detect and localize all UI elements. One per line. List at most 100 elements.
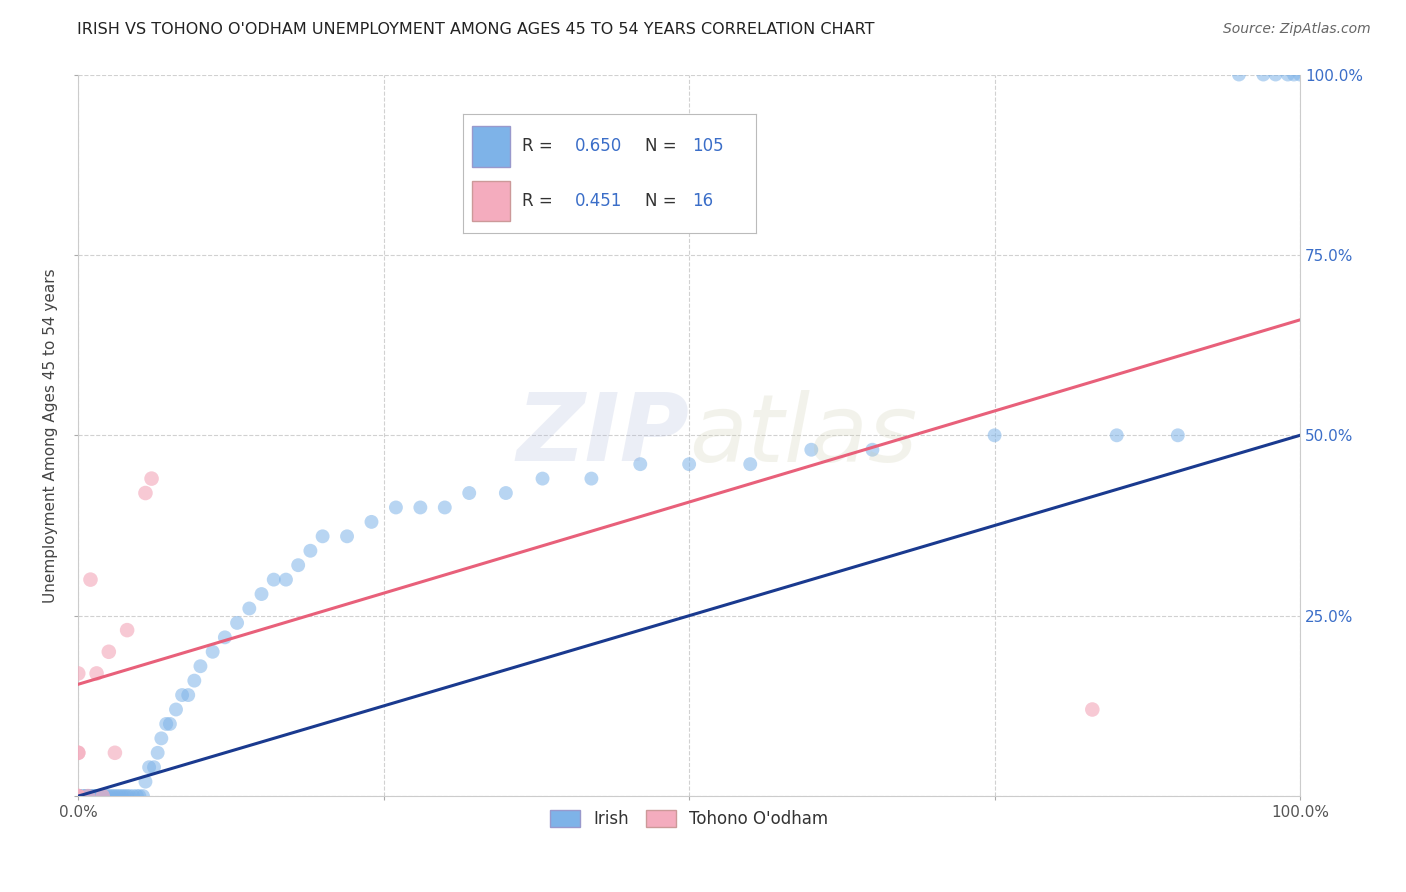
Point — [1081, 702, 1104, 716]
Point — [79, 789, 101, 803]
Point — [79, 573, 101, 587]
Point — [531, 472, 554, 486]
Point — [1105, 428, 1128, 442]
Point — [97, 645, 120, 659]
Point — [67, 789, 90, 803]
Point — [87, 789, 110, 803]
Point — [138, 760, 160, 774]
Legend: Irish, Tohono O'odham: Irish, Tohono O'odham — [544, 803, 835, 835]
Point — [360, 515, 382, 529]
Point — [77, 789, 100, 803]
Point — [125, 789, 148, 803]
Point — [86, 666, 108, 681]
Point — [134, 486, 156, 500]
Point — [143, 760, 166, 774]
Point — [75, 789, 97, 803]
Point — [67, 789, 90, 803]
Point — [1289, 68, 1312, 82]
Point — [115, 789, 138, 803]
Point — [67, 789, 90, 803]
Point — [311, 529, 333, 543]
Point — [67, 789, 90, 803]
Text: IRISH VS TOHONO O'ODHAM UNEMPLOYMENT AMONG AGES 45 TO 54 YEARS CORRELATION CHART: IRISH VS TOHONO O'ODHAM UNEMPLOYMENT AMO… — [77, 22, 875, 37]
Point — [1167, 428, 1189, 442]
Point — [67, 789, 90, 803]
Point — [91, 789, 114, 803]
Point — [250, 587, 273, 601]
Point — [141, 472, 163, 486]
Point — [67, 789, 90, 803]
Point — [150, 731, 173, 746]
Point — [114, 789, 136, 803]
Point — [67, 789, 90, 803]
Point — [155, 717, 177, 731]
Point — [860, 442, 883, 457]
Point — [98, 789, 121, 803]
Point — [67, 789, 90, 803]
Point — [67, 789, 90, 803]
Point — [740, 457, 762, 471]
Point — [76, 789, 98, 803]
Point — [433, 500, 456, 515]
Point — [581, 472, 603, 486]
Point — [67, 746, 90, 760]
Point — [458, 486, 481, 500]
Point — [1253, 68, 1275, 82]
Point — [67, 789, 90, 803]
Point — [118, 789, 141, 803]
Point — [128, 789, 150, 803]
Point — [67, 789, 90, 803]
Point — [183, 673, 205, 688]
Point — [67, 789, 90, 803]
Text: atlas: atlas — [689, 390, 917, 481]
Point — [190, 659, 212, 673]
Point — [67, 789, 90, 803]
Point — [800, 442, 823, 457]
Point — [72, 789, 94, 803]
Point — [67, 789, 90, 803]
Point — [67, 789, 90, 803]
Point — [146, 746, 169, 760]
Point — [299, 543, 322, 558]
Point — [67, 789, 90, 803]
Point — [105, 789, 128, 803]
Point — [226, 615, 249, 630]
Text: ZIP: ZIP — [516, 389, 689, 482]
Point — [89, 789, 111, 803]
Point — [67, 789, 90, 803]
Point — [115, 623, 138, 637]
Point — [1282, 68, 1305, 82]
Point — [132, 789, 155, 803]
Point — [238, 601, 260, 615]
Point — [67, 789, 90, 803]
Point — [67, 789, 90, 803]
Point — [214, 631, 236, 645]
Point — [165, 702, 187, 716]
Point — [67, 789, 90, 803]
Y-axis label: Unemployment Among Ages 45 to 54 years: Unemployment Among Ages 45 to 54 years — [44, 268, 58, 603]
Point — [97, 789, 120, 803]
Point — [201, 645, 224, 659]
Point — [83, 789, 105, 803]
Point — [336, 529, 359, 543]
Point — [80, 789, 103, 803]
Point — [678, 457, 700, 471]
Point — [94, 789, 117, 803]
Point — [172, 688, 194, 702]
Point — [1227, 68, 1250, 82]
Point — [67, 789, 90, 803]
Point — [82, 789, 104, 803]
Point — [67, 789, 90, 803]
Point — [67, 789, 90, 803]
Point — [73, 789, 96, 803]
Point — [67, 789, 90, 803]
Point — [77, 789, 100, 803]
Point — [159, 717, 181, 731]
Point — [134, 774, 156, 789]
Point — [67, 789, 90, 803]
Point — [67, 789, 90, 803]
Point — [104, 746, 127, 760]
Point — [495, 486, 517, 500]
Point — [67, 666, 90, 681]
Point — [86, 789, 108, 803]
